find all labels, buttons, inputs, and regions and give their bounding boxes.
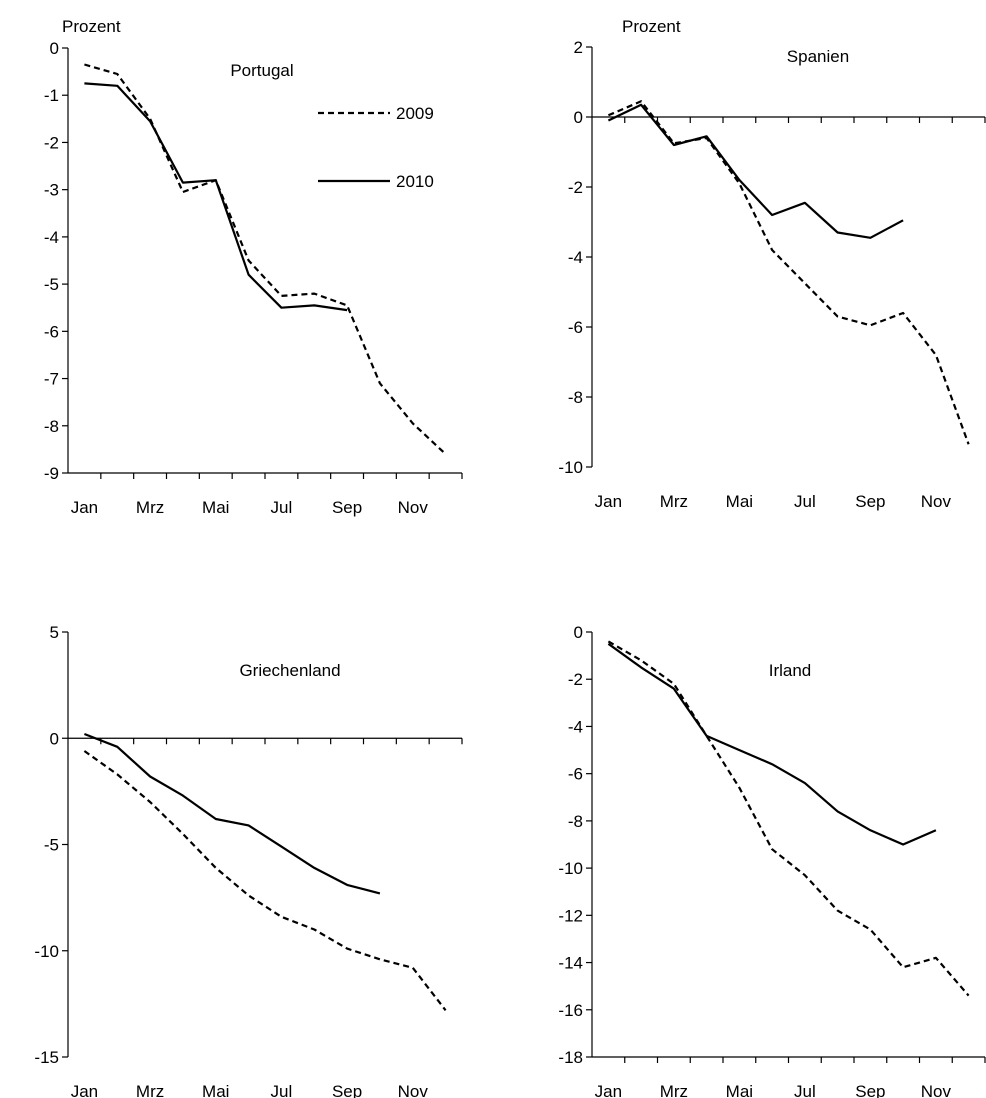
chart-panel-4: 0 -2 -4 -6 -8 -10 -12 -14 -16 -18 Jan Mrz Mai Jul Sep N… [558,623,986,1098]
y-tick-label: -14 [558,954,583,973]
y-tick-label: -6 [568,318,583,337]
chart-panel-1: 0 -1 -2 -3 -4 -5 -6 -7 -8 -9 Jan Mrz Mai Jul Sep Nov Por… [44,17,463,517]
x-tick-label: Sep [332,498,362,517]
x-tick-label: Jan [71,498,98,517]
x-tick-label: Jul [271,1082,293,1098]
chart-panel-3: 5 0 -5 -10 -15 Jan Mrz Mai Jul Sep Nov Griechenland [34,623,463,1098]
x-tick-label: Jan [595,492,622,511]
x-tick-label: Jan [595,1082,622,1098]
y-tick-label: -12 [558,906,583,925]
y-tick-label: -8 [568,812,583,831]
y-tick-label: -6 [44,322,59,341]
x-tick-label: Mrz [660,492,688,511]
x-tick-label: Mrz [136,1082,164,1098]
y-tick-label: -8 [568,388,583,407]
y-tick-label: -4 [44,228,59,247]
y-tick-label: -3 [44,181,59,200]
chart-panel-2: 2 0 -2 -4 -6 -8 -10 Jan Mrz Mai Jul Sep Nov Spanien Pr… [558,17,986,511]
y-tick-label: -2 [568,670,583,689]
y-tick-label: -8 [44,417,59,436]
y-tick-label: 2 [574,38,583,57]
y-tick-label: -4 [568,248,583,267]
series-2009-line [84,63,447,455]
y-tick-label: -16 [558,1001,583,1020]
x-tick-label: Jan [71,1082,98,1098]
y-axis-label: Prozent [62,17,121,36]
y-tick-label: 0 [574,108,583,127]
chart-title: Spanien [787,47,849,66]
x-tick-label: Jul [794,1082,816,1098]
x-tick-label: Sep [855,492,885,511]
x-tick-label: Mai [726,1082,753,1098]
legend-label-2010: 2010 [396,172,434,191]
x-tick-label: Sep [855,1082,885,1098]
y-tick-label: 5 [50,623,59,642]
y-tick-label: -5 [44,836,59,855]
y-tick-label: -1 [44,86,59,105]
legend-label-2009: 2009 [396,104,434,123]
y-tick-label: -15 [34,1048,59,1067]
series-2010-line [607,642,937,846]
x-tick-label: Sep [332,1082,362,1098]
series-2009-line [83,750,447,1011]
chart-title: Griechenland [239,661,340,680]
chart-title: Irland [769,661,812,680]
x-tick-label: Mai [202,1082,229,1098]
y-tick-label: -18 [558,1048,583,1067]
series-2009-line [607,100,970,445]
y-tick-label: 0 [50,729,59,748]
series-2010-line [607,103,904,239]
y-tick-label: -10 [558,859,583,878]
y-tick-label: 0 [50,39,59,58]
x-tick-label: Mai [726,492,753,511]
y-tick-label: -9 [44,464,59,483]
y-axis-label: Prozent [622,17,681,36]
y-tick-label: -10 [34,942,59,961]
x-tick-label: Nov [921,1082,952,1098]
y-tick-label: -4 [568,717,583,736]
series-2010-line [84,82,348,312]
series-2010-line [84,732,381,895]
x-tick-label: Nov [398,1082,429,1098]
chart-title: Portugal [230,61,293,80]
series-2009-line [607,640,970,997]
y-tick-label: 0 [574,623,583,642]
y-tick-label: -7 [44,370,59,389]
x-tick-label: Nov [921,492,952,511]
y-tick-label: -10 [558,458,583,477]
y-tick-label: -2 [44,133,59,152]
legend: 2009 2010 [318,104,434,191]
x-tick-label: Jul [271,498,293,517]
x-tick-label: Nov [398,498,429,517]
y-tick-label: -6 [568,765,583,784]
x-tick-label: Mai [202,498,229,517]
x-tick-label: Mrz [136,498,164,517]
x-tick-label: Jul [794,492,816,511]
x-tick-label: Mrz [660,1082,688,1098]
y-tick-label: -2 [568,178,583,197]
y-tick-label: -5 [44,275,59,294]
